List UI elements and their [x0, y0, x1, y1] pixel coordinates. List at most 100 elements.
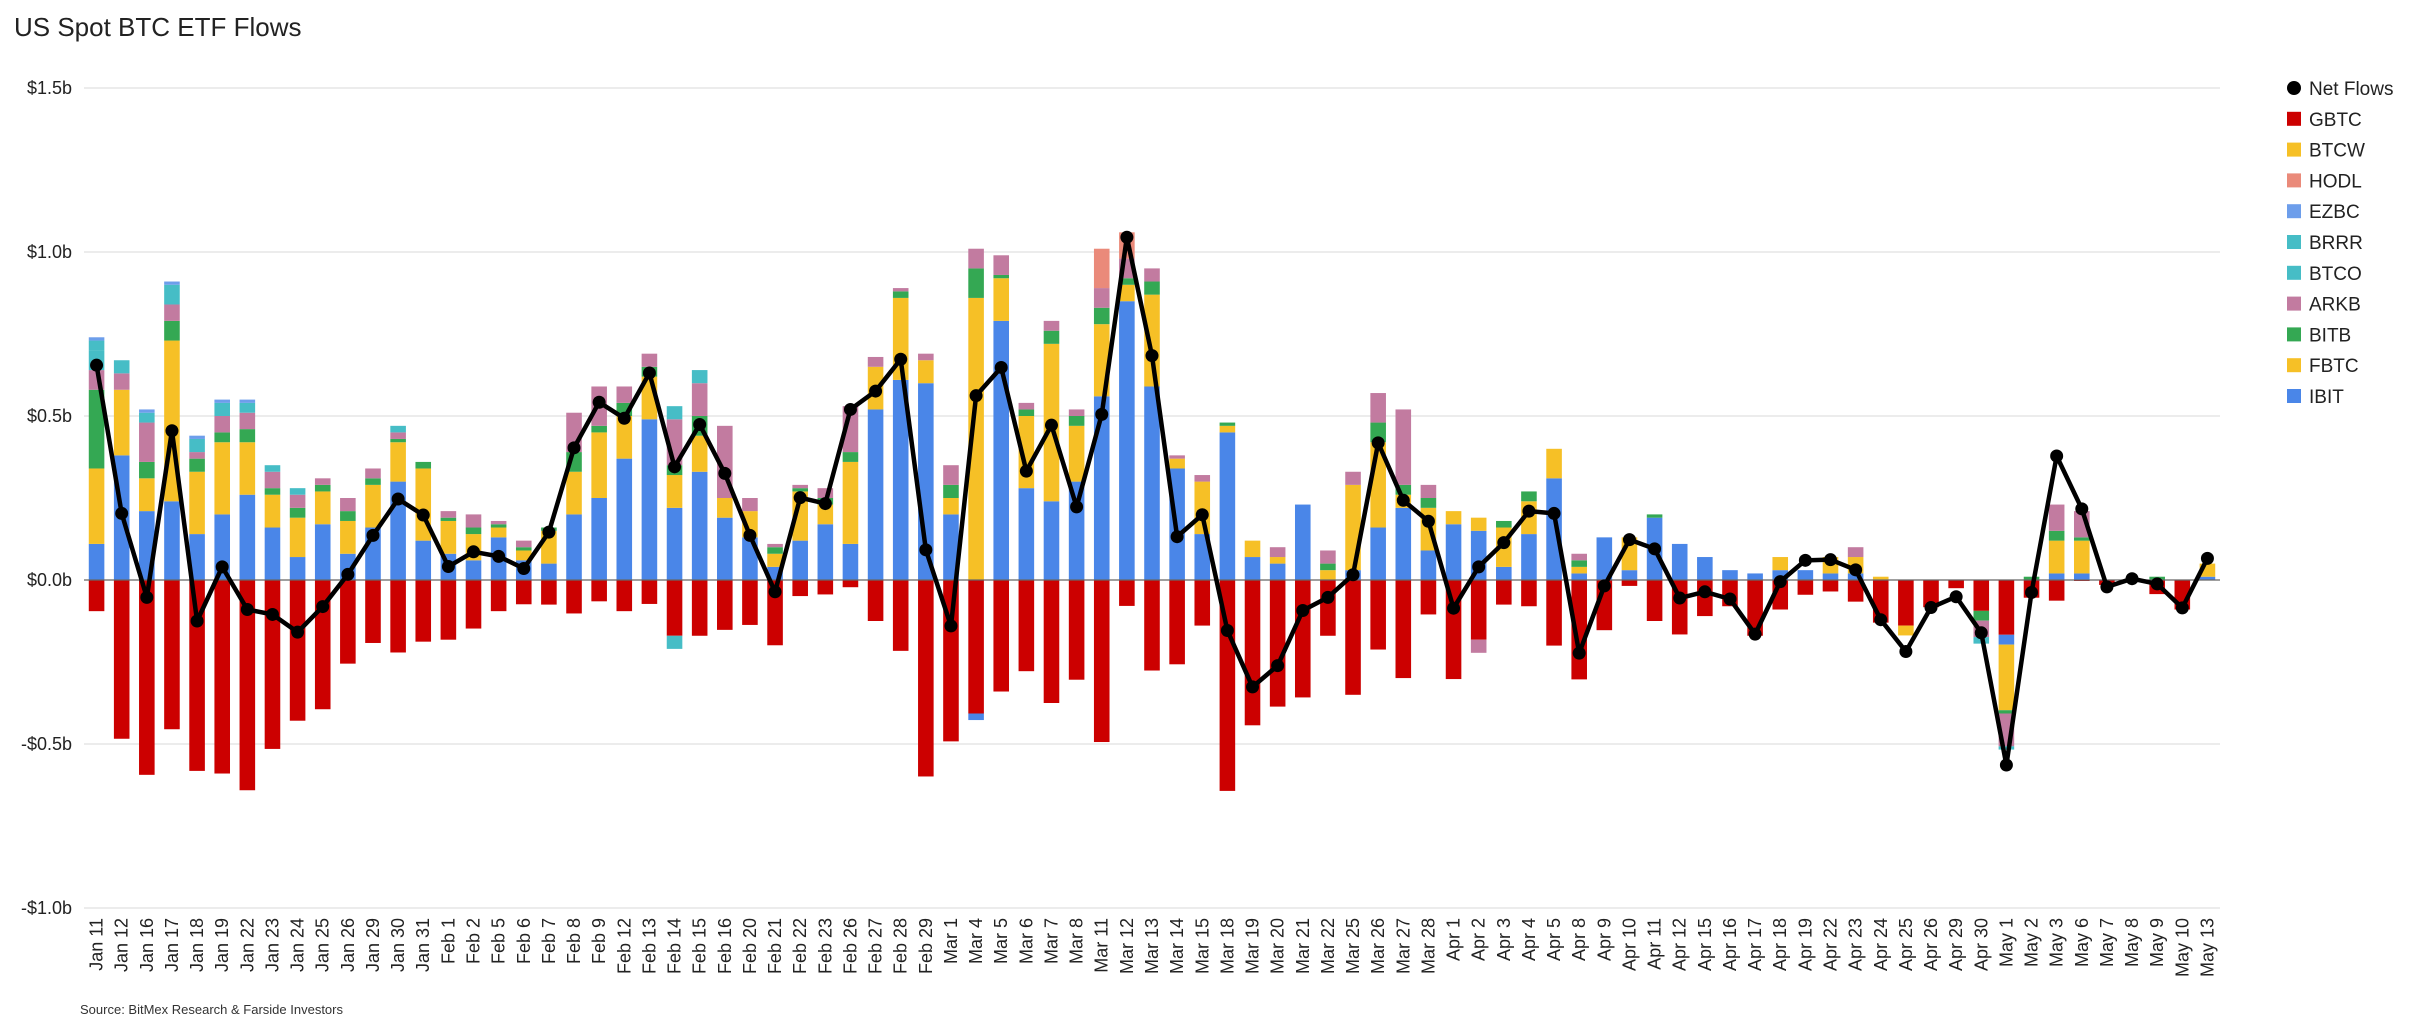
net-flows-point — [1773, 575, 1787, 589]
x-tick-label: Mar 20 — [1268, 918, 1288, 974]
x-tick-label: Mar 18 — [1217, 918, 1237, 974]
net-flows-point — [642, 366, 656, 380]
bar-fbtc — [1445, 511, 1462, 525]
bar-fbtc — [591, 432, 607, 498]
x-tick-label: Apr 26 — [1921, 918, 1941, 971]
bar-btco — [139, 412, 155, 423]
bar-brrr — [1998, 746, 2015, 750]
x-tick-label: Feb 12 — [614, 918, 634, 974]
bar-ibit — [1621, 570, 1638, 580]
x-tick-label: Apr 10 — [1619, 918, 1639, 971]
x-tick-label: Mar 13 — [1142, 918, 1162, 974]
net-flows-point — [2100, 580, 2114, 594]
net-flows-point — [743, 528, 757, 542]
bar-gbtc — [113, 580, 130, 739]
bar-fbtc — [1068, 425, 1085, 482]
bar-ibit — [1797, 570, 1814, 580]
bar-ibit — [1496, 566, 1512, 580]
bar-ibit — [264, 527, 281, 580]
net-flows-point — [416, 508, 430, 522]
x-tick-label: Mar 26 — [1368, 918, 1388, 974]
bar-btco — [264, 465, 281, 472]
x-tick-label: Feb 16 — [715, 918, 735, 974]
bar-arkb — [239, 412, 256, 430]
x-tick-label: Feb 7 — [539, 918, 559, 964]
bar-arkb — [1571, 553, 1587, 561]
net-flows-point — [1974, 626, 1988, 640]
bar-fbtc — [515, 550, 532, 561]
x-tick-label: Apr 25 — [1896, 918, 1916, 971]
bar-bitb — [968, 268, 984, 298]
net-flows-point — [2150, 577, 2164, 591]
bar-ezbc — [139, 409, 155, 413]
x-tick-label: Apr 11 — [1645, 918, 1665, 970]
legend-swatch — [2287, 389, 2301, 403]
bar-bitb — [943, 484, 959, 498]
bar-fbtc — [1546, 448, 1562, 479]
bar-ibit — [717, 517, 733, 580]
x-tick-label: Feb 6 — [514, 918, 534, 964]
bar-bitb — [1018, 409, 1035, 416]
bar-gbtc — [1169, 580, 1185, 665]
bar-gbtc — [918, 580, 934, 777]
x-tick-label: Mar 5 — [991, 918, 1011, 964]
net-flows-point — [617, 411, 631, 425]
bar-arkb — [817, 488, 834, 498]
net-flows-point — [2050, 449, 2064, 463]
bar-ibit — [1420, 550, 1437, 580]
bar-gbtc — [164, 580, 180, 730]
bar-bitb — [390, 438, 406, 443]
bar-btco — [390, 425, 406, 433]
bar-ibit — [867, 409, 884, 580]
legend-label: BRRR — [2309, 233, 2363, 254]
bar-ibit — [239, 494, 256, 580]
bar-ibit — [993, 320, 1010, 580]
bar-ezbc — [88, 337, 105, 341]
bar-gbtc — [239, 580, 256, 791]
x-axis-ticks: Jan 11 Jan 12 Jan 16 Jan 17 Jan 18 Jan 19 Jan … — [87, 918, 2218, 977]
legend-swatch — [2287, 327, 2301, 342]
bar-ibit — [566, 514, 582, 580]
y-tick-label: $0.5b — [27, 406, 72, 426]
bar-fbtc — [717, 498, 733, 518]
net-flows-point — [2125, 572, 2139, 586]
net-flows-point — [668, 460, 682, 474]
net-flows-point — [994, 360, 1008, 374]
bar-arkb — [515, 540, 532, 548]
bar-fbtc — [1194, 481, 1211, 535]
bar-bitb — [1420, 498, 1437, 508]
x-tick-label: Apr 23 — [1846, 918, 1866, 971]
bar-arkb — [616, 386, 633, 403]
bar-bitb — [1093, 307, 1110, 325]
net-flows-point — [215, 560, 229, 574]
x-tick-label: Feb 1 — [438, 918, 458, 964]
bar-bitb — [440, 517, 457, 521]
net-flows-point — [1849, 563, 1863, 577]
x-tick-label: May 1 — [1996, 918, 2016, 967]
bar-fbtc — [918, 360, 934, 384]
net-flows-point — [1597, 579, 1611, 593]
x-tick-label: May 13 — [2197, 918, 2217, 977]
net-flows-point — [1874, 613, 1888, 627]
bar-gbtc — [365, 580, 381, 643]
net-flows-point — [2200, 551, 2214, 565]
bar-bitb — [842, 452, 859, 462]
bar-fbtc — [566, 471, 582, 515]
net-flows-line — [90, 230, 2214, 772]
bar-arkb — [314, 478, 331, 485]
bar-ezbc — [189, 435, 205, 439]
bar-gbtc — [2048, 580, 2065, 601]
bar-arkb — [1847, 547, 1864, 558]
bar-arkb — [943, 465, 959, 485]
bar-fbtc — [314, 491, 331, 525]
x-tick-label: Apr 19 — [1795, 918, 1815, 971]
x-tick-label: Apr 24 — [1871, 918, 1891, 971]
net-flows-point — [1019, 464, 1033, 478]
x-tick-label: Feb 21 — [765, 918, 785, 974]
net-flows-point — [1271, 659, 1285, 673]
x-tick-label: Jan 16 — [137, 918, 157, 972]
bar-ibit — [641, 419, 658, 580]
x-tick-label: Apr 22 — [1820, 918, 1840, 971]
bar-bitb — [1571, 560, 1587, 567]
bar-arkb — [641, 353, 658, 367]
